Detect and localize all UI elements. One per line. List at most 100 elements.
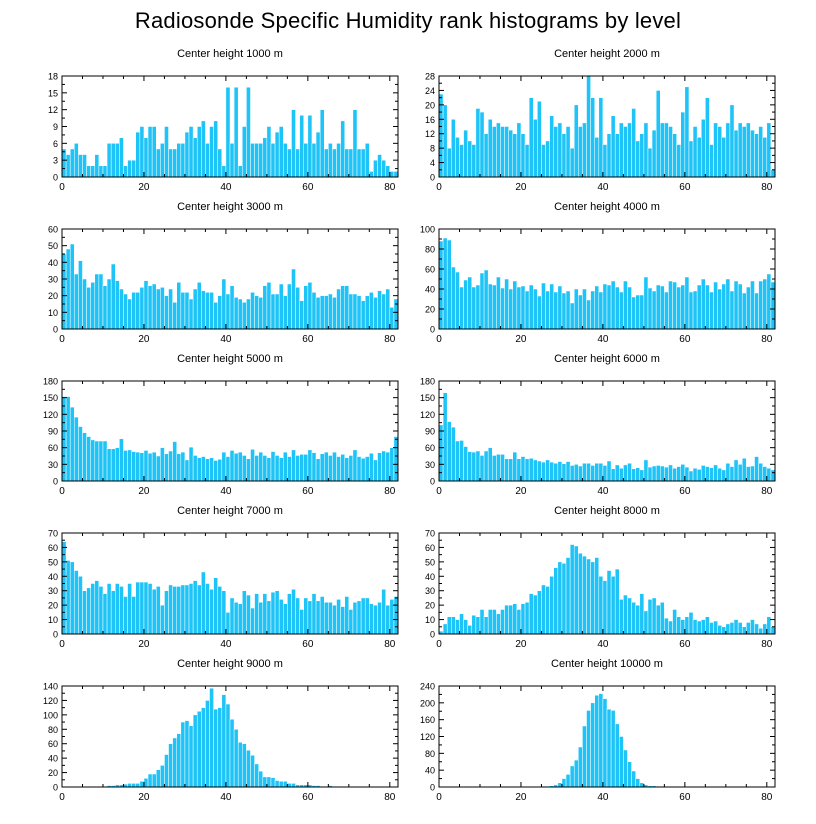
histogram-bar	[709, 467, 714, 482]
histogram-bar	[188, 725, 194, 788]
histogram-bar	[705, 97, 710, 178]
histogram-bar	[758, 627, 763, 635]
histogram-bar	[110, 143, 116, 178]
histogram-bar	[90, 282, 96, 330]
histogram-bar	[364, 456, 370, 482]
histogram-bar	[270, 143, 276, 178]
histogram-bar	[307, 449, 313, 482]
histogram-bar	[344, 596, 350, 635]
histogram-bar	[487, 609, 493, 635]
y-tick-label: 12	[48, 105, 58, 115]
histogram-bar	[106, 278, 112, 330]
histogram-bar	[213, 708, 218, 788]
histogram-bar	[741, 126, 747, 178]
histogram-bar	[733, 280, 739, 330]
histogram-bar	[614, 723, 620, 788]
histogram-bar	[508, 129, 514, 178]
histogram-bar	[291, 449, 296, 482]
histogram-bar	[127, 159, 132, 178]
histogram-bar	[573, 545, 579, 635]
histogram-bar	[725, 623, 731, 635]
histogram-bar	[299, 115, 305, 178]
histogram-bar	[696, 469, 702, 482]
x-tick-label: 80	[384, 639, 396, 650]
histogram-bar	[332, 297, 337, 330]
y-tick-label: 40	[48, 258, 58, 268]
histogram-bar	[98, 586, 104, 635]
histogram-bar	[664, 122, 669, 178]
figure-title: Radiosonde Specific Humidity rank histog…	[134, 8, 682, 33]
x-tick-label: 60	[302, 792, 314, 803]
histogram-bar	[623, 126, 628, 178]
histogram-bar	[479, 609, 485, 635]
histogram-bar	[168, 450, 173, 482]
histogram-bar	[385, 604, 391, 635]
histogram-bar	[451, 266, 456, 330]
histogram-bar	[176, 733, 182, 788]
histogram-bar	[328, 143, 333, 178]
histogram-bar	[512, 133, 518, 178]
histogram-bar	[221, 278, 227, 330]
histogram-bar	[573, 759, 579, 788]
histogram-bar	[520, 285, 526, 330]
histogram-bar	[65, 560, 71, 635]
histogram-bar	[520, 456, 526, 482]
histogram-bar	[155, 148, 161, 178]
y-tick-label: 80	[425, 245, 435, 255]
histogram-bar	[717, 126, 722, 178]
histogram-bar	[623, 749, 628, 788]
histogram-bar	[94, 154, 100, 178]
histogram-bar	[700, 278, 706, 330]
histogram-bar	[160, 604, 165, 635]
histogram-bar	[684, 276, 690, 330]
histogram-bar	[332, 148, 337, 178]
histogram-bar	[360, 300, 366, 330]
histogram-bar	[143, 450, 149, 482]
y-tick-label: 60	[425, 265, 435, 275]
histogram-bar	[729, 290, 735, 330]
y-tick-label: 4	[430, 158, 435, 168]
y-tick-label: 0	[53, 477, 58, 487]
y-tick-label: 120	[420, 732, 435, 742]
histogram-bar	[709, 622, 714, 635]
histogram-bar	[192, 580, 198, 635]
x-tick-label: 40	[220, 639, 232, 650]
histogram-bar	[479, 455, 485, 482]
histogram-bar	[553, 567, 559, 635]
histogram-bar	[578, 465, 583, 482]
histogram-bar	[270, 777, 276, 788]
histogram-bar	[139, 126, 145, 178]
y-tick-label: 60	[48, 443, 58, 453]
histogram-bar	[549, 461, 554, 482]
histogram-bar	[221, 451, 227, 482]
histogram-bar	[582, 122, 587, 178]
x-tick-label: 20	[138, 182, 150, 193]
histogram-bar	[660, 285, 665, 330]
histogram-bar	[623, 280, 628, 330]
histogram-bar	[762, 278, 768, 330]
x-tick-label: 40	[220, 486, 232, 497]
x-tick-label: 80	[761, 486, 773, 497]
histogram-bar	[504, 278, 509, 330]
y-tick-label: 150	[420, 393, 435, 403]
histogram-bar	[520, 133, 526, 178]
histogram-bar	[512, 603, 518, 635]
histogram-bar	[504, 604, 509, 635]
histogram-bar	[311, 452, 317, 482]
x-tick-label: 80	[761, 792, 773, 803]
histogram-bar	[287, 593, 292, 635]
histogram-bar	[291, 783, 296, 788]
histogram-bar	[164, 754, 169, 788]
histogram-bar	[184, 720, 190, 788]
y-tick-label: 30	[48, 460, 58, 470]
histogram-bar	[65, 396, 71, 482]
histogram-bar	[733, 459, 739, 482]
panel-title: Center height 7000 m	[177, 505, 283, 517]
y-tick-label: 50	[425, 557, 435, 567]
histogram-bar	[201, 120, 206, 178]
histogram-bar	[143, 581, 149, 635]
histogram-bar	[155, 455, 161, 482]
histogram-bar	[303, 285, 309, 330]
histogram-bar	[192, 137, 198, 178]
histogram-bar	[619, 736, 624, 788]
